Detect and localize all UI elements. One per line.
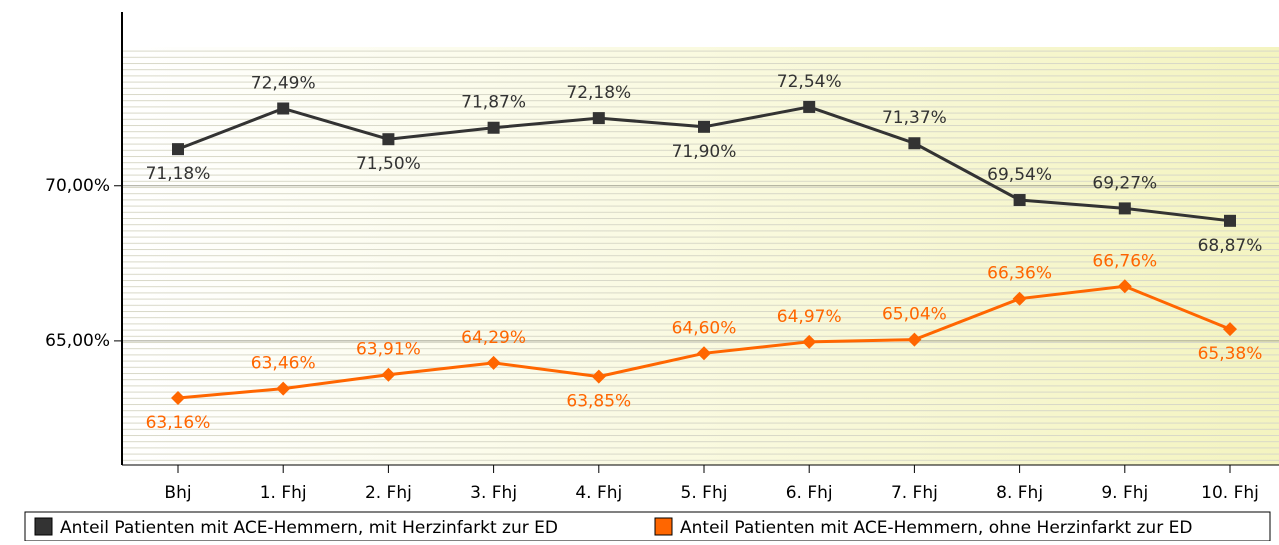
marker — [697, 346, 711, 361]
x-tick-label: 7. Fhj — [891, 483, 938, 503]
marker — [1224, 214, 1236, 227]
x-tick-label: 10. Fhj — [1201, 483, 1259, 503]
data-label: 63,46% — [251, 354, 316, 374]
marker — [698, 120, 710, 133]
marker — [171, 390, 185, 405]
x-tick-label: Bhj — [164, 483, 191, 503]
data-label: 71,87% — [461, 93, 526, 113]
data-label: 72,18% — [566, 83, 631, 103]
data-label: 71,37% — [882, 108, 947, 128]
legend-swatch — [654, 517, 673, 536]
legend-swatch — [34, 517, 53, 536]
x-tick-label: 4. Fhj — [575, 483, 622, 503]
x-tick-label: 8. Fhj — [996, 483, 1043, 503]
marker — [908, 137, 921, 150]
x-tick-label: 3. Fhj — [470, 483, 517, 503]
data-label: 65,38% — [1198, 344, 1263, 364]
data-label: 65,04% — [882, 305, 947, 325]
marker — [803, 100, 816, 113]
x-tick-label: 5. Fhj — [681, 483, 728, 503]
data-label: 71,90% — [672, 142, 737, 162]
data-label: 64,29% — [461, 328, 526, 348]
marker — [591, 369, 606, 384]
data-label: 63,85% — [566, 392, 631, 412]
marker — [1223, 322, 1237, 337]
marker — [1118, 202, 1131, 215]
marker — [276, 381, 291, 396]
data-label: 71,50% — [356, 154, 421, 174]
data-label: 64,60% — [672, 318, 737, 338]
data-label: 69,54% — [987, 165, 1052, 185]
data-label: 72,49% — [251, 73, 316, 93]
data-label: 68,87% — [1198, 236, 1263, 256]
data-label: 72,54% — [777, 72, 842, 92]
marker — [1013, 194, 1026, 207]
y-tick-label: 65,00% — [45, 331, 110, 351]
marker — [592, 112, 605, 125]
x-tick-label: 2. Fhj — [365, 483, 412, 503]
marker — [802, 334, 817, 349]
x-tick-label: 1. Fhj — [260, 483, 307, 503]
marker — [381, 367, 396, 382]
legend-box — [24, 511, 1271, 542]
legend-label: Anteil Patienten mit ACE-Hemmern, ohne H… — [680, 518, 1192, 538]
x-tick-label: 6. Fhj — [786, 483, 833, 503]
data-label: 66,36% — [987, 264, 1052, 284]
marker — [172, 143, 184, 156]
data-label: 66,76% — [1092, 251, 1157, 271]
marker — [277, 102, 290, 115]
marker — [382, 133, 395, 146]
data-label: 63,91% — [356, 340, 421, 360]
legend-label: Anteil Patienten mit ACE-Hemmern, mit He… — [60, 518, 558, 538]
y-tick-label: 70,00% — [45, 176, 110, 196]
x-tick-label: 9. Fhj — [1101, 483, 1148, 503]
data-label: 63,16% — [146, 413, 211, 433]
marker — [487, 121, 500, 134]
data-label: 64,97% — [777, 307, 842, 327]
data-label: 69,27% — [1092, 173, 1157, 193]
marker — [1012, 291, 1027, 306]
data-label: 71,18% — [146, 164, 211, 184]
marker — [1117, 279, 1132, 294]
marker — [907, 332, 922, 347]
marker — [486, 355, 501, 370]
